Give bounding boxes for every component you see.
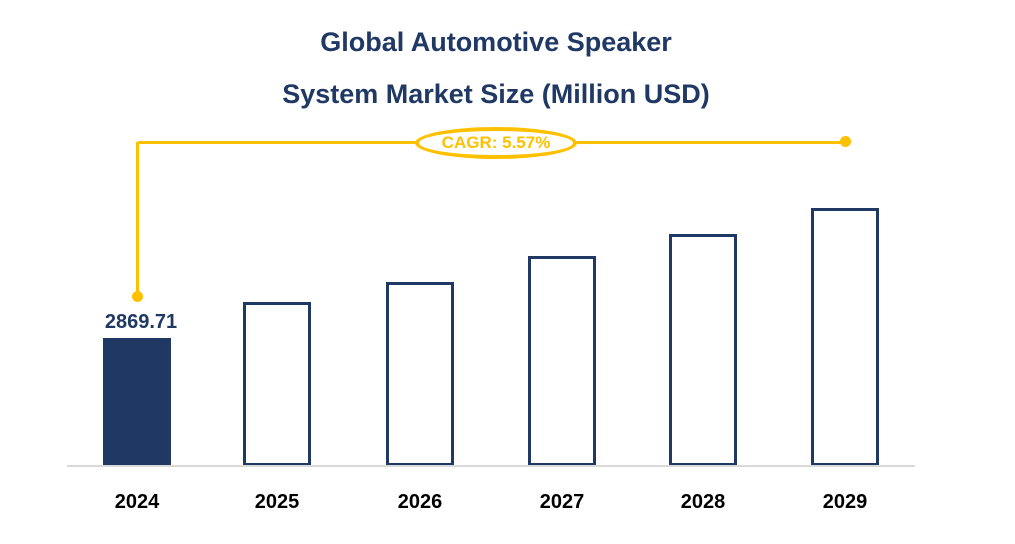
bar-2027 xyxy=(528,256,596,466)
x-tick-2027: 2027 xyxy=(539,491,585,513)
bar-2024 xyxy=(103,338,171,466)
chart-title: Global Automotive Speaker System Market … xyxy=(0,16,992,120)
bar-2029 xyxy=(811,208,879,466)
cagr-endpoint-dot-right xyxy=(840,136,851,147)
x-tick-2025: 2025 xyxy=(254,491,300,513)
x-tick-2028: 2028 xyxy=(680,491,726,513)
x-tick-2024: 2024 xyxy=(114,491,160,513)
cagr-connector-drop-line xyxy=(136,142,139,294)
x-tick-2029: 2029 xyxy=(822,491,868,513)
cagr-badge: CAGR: 5.57% xyxy=(415,127,577,159)
bar-2025 xyxy=(243,302,311,466)
bar-2026 xyxy=(386,282,454,466)
chart-title-line2: System Market Size (Million USD) xyxy=(282,79,710,109)
bar-2028 xyxy=(669,234,737,466)
cagr-endpoint-dot-left xyxy=(132,291,143,302)
cagr-label: CAGR: 5.57% xyxy=(441,133,551,152)
x-axis-line xyxy=(67,465,915,467)
data-label-2024: 2869.71 xyxy=(104,311,178,333)
chart-title-line1: Global Automotive Speaker xyxy=(320,27,672,57)
x-tick-2026: 2026 xyxy=(397,491,443,513)
